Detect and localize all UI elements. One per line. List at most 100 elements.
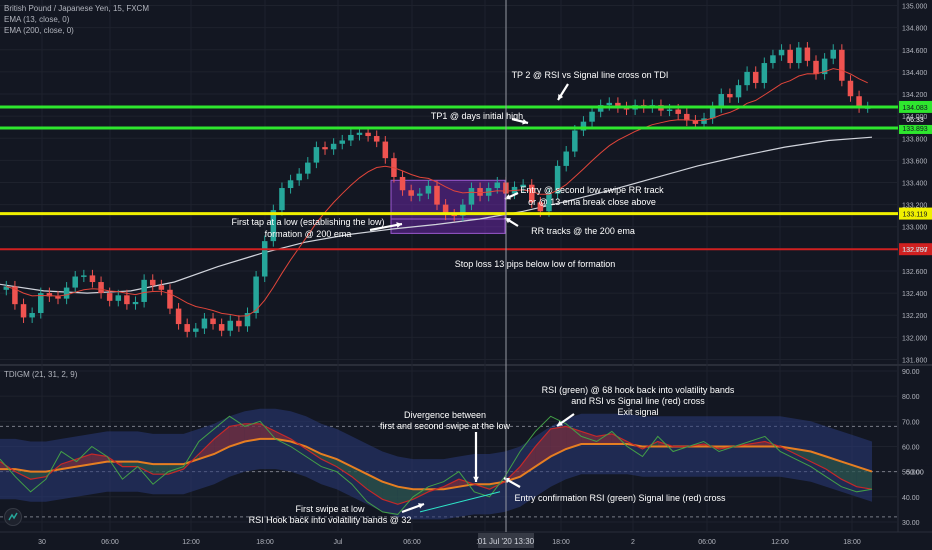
candle-body xyxy=(589,111,595,122)
candle-body xyxy=(417,193,423,196)
tdi-current-label: 50.00 xyxy=(906,470,924,477)
candle-body xyxy=(804,47,811,61)
tdi-fill-segment xyxy=(581,431,597,444)
tdi-fill-segment xyxy=(826,456,842,480)
tdi-indicator: 50.00 xyxy=(0,370,932,523)
tdi-fill-segment xyxy=(229,423,245,447)
candle-body xyxy=(227,320,234,331)
candle-body xyxy=(615,102,621,108)
time-tick-label: 18:00 xyxy=(256,539,274,546)
annotation-first-tap-2: formation @ 200 ema xyxy=(265,229,352,239)
candle-body xyxy=(270,210,277,242)
candle-body xyxy=(132,301,139,305)
candle-body xyxy=(29,313,35,318)
tdi-fill-segment xyxy=(137,461,153,475)
tdi-fill-segment xyxy=(152,464,169,475)
level-price-tag xyxy=(899,100,932,113)
candle-body xyxy=(81,275,87,277)
candle-body xyxy=(520,184,526,187)
indicator-legend: TDIGM (21, 31, 2, 9) xyxy=(4,369,77,380)
symbol-title[interactable]: British Pound / Japanese Yen, 15, FXCM xyxy=(4,4,149,13)
candle-body xyxy=(460,204,466,216)
candle-body xyxy=(141,279,147,302)
annotation-divergence-2: first and second swipe at the low xyxy=(380,421,511,431)
horizontal-levels[interactable]: 134.083 133.893 133.119 132.797 06:33 xyxy=(0,100,932,256)
tdi-tick-label: 50.00 xyxy=(902,470,920,477)
candle-body xyxy=(287,180,294,189)
candle-body xyxy=(580,121,587,131)
ema200-legend[interactable]: EMA (200, close, 0) xyxy=(4,26,74,35)
candle-body xyxy=(847,80,854,97)
indicator-axis[interactable]: 90.00 80.00 70.00 60.00 50.00 40.00 30.00 xyxy=(902,369,920,527)
candle-body xyxy=(546,193,552,212)
time-tick-label: 2 xyxy=(631,539,635,546)
candle-body xyxy=(606,102,613,106)
candle-body xyxy=(442,204,449,215)
candle-body xyxy=(218,324,225,331)
tdi-fill-segment xyxy=(122,461,138,467)
indicator-logo-icon[interactable] xyxy=(4,508,22,526)
candle-body xyxy=(399,176,406,191)
price-tick-label: 133.400 xyxy=(902,181,927,188)
ema13-legend[interactable]: EMA (13, close, 0) xyxy=(4,15,70,24)
candle-body xyxy=(98,282,104,294)
annotation-arrow-head xyxy=(504,478,510,484)
countdown-label: 06:33 xyxy=(906,117,924,124)
price-tick-label: 132.800 xyxy=(902,247,927,254)
price-tick-label: 134.400 xyxy=(902,70,927,77)
tdi-fill-segment xyxy=(214,426,230,455)
price-tick-label: 132.600 xyxy=(902,269,927,276)
price-tick-label: 133.800 xyxy=(902,136,927,143)
annotation-divergence-1: Divergence between xyxy=(404,410,486,420)
price-tick-label: 134.800 xyxy=(902,26,927,33)
tdi-tick-label: 70.00 xyxy=(902,419,920,426)
level-price-tag xyxy=(899,121,932,134)
candle-body xyxy=(373,136,380,142)
time-tick-label: 06:00 xyxy=(403,539,421,546)
annotation-first-tap-1: First tap at a low (establishing the low… xyxy=(231,217,384,227)
candle-body xyxy=(63,287,70,299)
candle-body xyxy=(20,304,27,318)
annotation-stop-loss: Stop loss 13 pips below low of formation xyxy=(455,259,616,269)
candle-body xyxy=(856,96,862,108)
level-price-tag xyxy=(899,243,932,256)
candle-body xyxy=(348,134,354,141)
candle-body xyxy=(528,184,535,203)
candle-body xyxy=(72,276,78,288)
price-axis[interactable]: 135.000 134.800 134.600 134.400 134.200 134.0… xyxy=(902,4,927,365)
candle-body xyxy=(425,185,432,194)
tdi-fill-segment xyxy=(550,426,567,457)
level-price-label: 133.893 xyxy=(902,126,927,133)
candle-body xyxy=(261,241,268,277)
price-tick-label: 133.600 xyxy=(902,158,927,165)
candle-body xyxy=(12,286,18,305)
annotation-entry-2: or @ 13 ema break close above xyxy=(528,197,656,207)
price-tick-label: 132.400 xyxy=(902,291,927,298)
candle-body xyxy=(709,107,716,119)
tdi-rsi-line xyxy=(0,415,873,515)
annotation-tp2: TP 2 @ RSI vs Signal line cross on TDI xyxy=(512,70,669,80)
level-price-label: 133.119 xyxy=(903,212,928,219)
price-tick-label: 132.200 xyxy=(902,313,927,320)
tdi-legend[interactable]: TDIGM (21, 31, 2, 9) xyxy=(4,370,78,379)
crosshair-time-label: 01 Jul '20 13:30 xyxy=(478,537,535,546)
tdi-fill-segment xyxy=(198,438,215,460)
annotation-tp1: TP1 @ days initial high xyxy=(431,111,523,121)
candle-body xyxy=(175,308,182,325)
tdi-signal-line xyxy=(0,423,873,505)
candle-body xyxy=(572,130,578,152)
candle-body xyxy=(149,279,156,286)
annotation-entry-1: Entry @ second low swipe RR track xyxy=(520,185,664,195)
candle-body xyxy=(735,85,742,98)
price-tick-label: 133.200 xyxy=(902,203,927,210)
tdi-fill-segment xyxy=(30,471,46,480)
time-tick-label: 12:00 xyxy=(771,539,789,546)
candle-body xyxy=(563,151,569,166)
candle-body xyxy=(554,165,561,194)
annotation-arrow-head xyxy=(396,222,402,228)
candle-body xyxy=(839,49,845,81)
candle-body xyxy=(253,276,259,314)
candle-body xyxy=(365,132,371,137)
time-tick-label: 06:00 xyxy=(101,539,119,546)
